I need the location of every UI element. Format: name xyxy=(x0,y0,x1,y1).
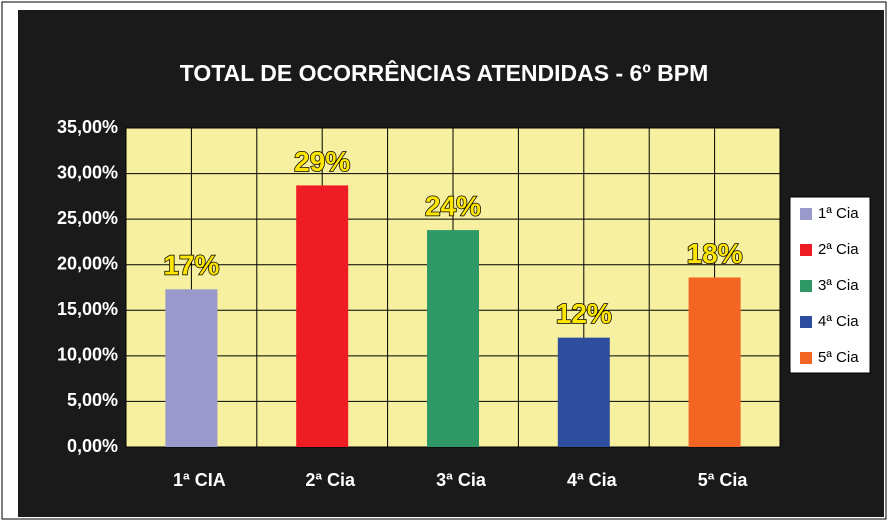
bar xyxy=(427,230,479,447)
legend-swatch xyxy=(800,352,812,364)
y-tick-label: 35,00% xyxy=(57,117,118,137)
y-tick-label: 25,00% xyxy=(57,208,118,228)
bar xyxy=(165,289,218,447)
y-tick-label: 30,00% xyxy=(57,162,118,182)
bar xyxy=(296,185,349,448)
data-label: 18% xyxy=(687,238,743,269)
y-tick-label: 0,00% xyxy=(67,436,118,456)
x-tick-label: 5ª Cia xyxy=(698,470,749,490)
legend-label: 2ª Cia xyxy=(818,241,859,258)
legend-label: 3ª Cia xyxy=(818,277,859,294)
data-label: 29% xyxy=(294,146,350,177)
legend-swatch xyxy=(800,280,812,292)
legend-swatch xyxy=(800,316,812,328)
chart-title: TOTAL DE OCORRÊNCIAS ATENDIDAS - 6º BPM xyxy=(180,59,708,86)
legend-label: 1ª Cia xyxy=(818,205,859,222)
data-label: 24% xyxy=(425,190,481,221)
legend-swatch xyxy=(800,208,812,220)
legend-swatch xyxy=(800,244,812,256)
x-tick-label: 3ª Cia xyxy=(436,470,487,490)
bar xyxy=(557,337,610,447)
x-tick-label: 2ª Cia xyxy=(305,470,356,490)
legend-label: 5ª Cia xyxy=(818,349,859,366)
x-tick-label: 4ª Cia xyxy=(567,470,618,490)
y-tick-label: 20,00% xyxy=(57,253,118,273)
x-tick-label: 1ª CIA xyxy=(173,470,226,490)
y-tick-label: 5,00% xyxy=(67,390,118,410)
y-tick-label: 10,00% xyxy=(57,345,118,365)
bar xyxy=(688,277,741,447)
legend-label: 4ª Cia xyxy=(818,313,859,330)
data-label: 17% xyxy=(163,250,219,281)
y-tick-label: 15,00% xyxy=(57,299,118,319)
data-label: 12% xyxy=(556,298,612,329)
